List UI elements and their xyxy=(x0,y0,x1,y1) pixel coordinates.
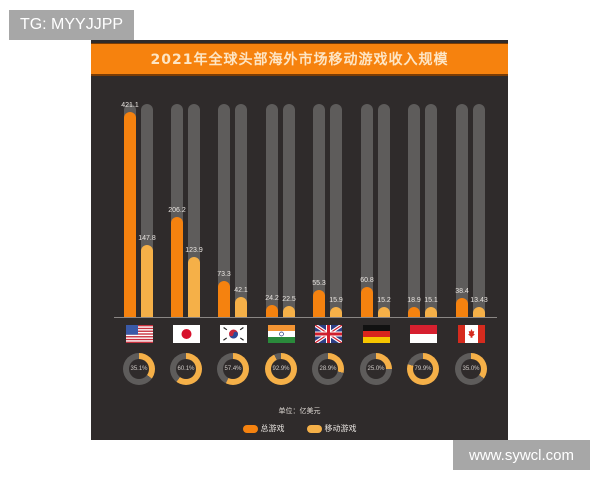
value-label-mobile-uk: 15.9 xyxy=(329,297,343,304)
legend-label-total: 总游戏 xyxy=(260,424,285,433)
value-label-mobile-indonesia: 15.1 xyxy=(424,297,438,304)
value-label-total-india: 24.2 xyxy=(265,295,279,303)
bar-track-total xyxy=(266,104,278,317)
bar-track-mobile xyxy=(473,104,485,317)
share-label-indonesia: 79.9% xyxy=(413,359,433,379)
share-donut-germany: 25.0% xyxy=(360,353,392,385)
share-donut-korea: 57.4% xyxy=(217,353,249,385)
bar-total-usa xyxy=(124,112,136,317)
value-label-mobile-japan: 123.9 xyxy=(185,246,203,254)
value-label-mobile-korea: 42.1 xyxy=(234,286,248,294)
value-label-total-uk: 55.3 xyxy=(312,280,326,288)
flag-indonesia-icon xyxy=(410,325,437,343)
value-label-total-canada: 38.4 xyxy=(455,288,469,296)
bar-total-india xyxy=(266,305,278,317)
legend-swatch-mobile xyxy=(306,424,322,433)
watermark-bottom-right: www.sywcl.com xyxy=(453,440,590,470)
bar-track-mobile xyxy=(330,104,342,317)
bar-mobile-canada xyxy=(473,307,485,317)
bar-total-uk xyxy=(313,290,325,317)
share-donut-indonesia: 79.9% xyxy=(407,353,439,385)
bar-total-japan xyxy=(171,216,183,317)
bar-total-germany xyxy=(361,287,373,317)
bar-total-indonesia xyxy=(408,307,420,317)
value-label-mobile-usa: 147.8 xyxy=(138,235,156,243)
share-label-usa: 35.1% xyxy=(129,359,149,379)
flag-germany-icon xyxy=(363,325,390,343)
share-label-uk: 28.9% xyxy=(318,359,338,379)
watermark-top-left: TG: MYYJJPP xyxy=(9,10,134,40)
bar-total-korea xyxy=(218,281,230,317)
bar-mobile-japan xyxy=(188,256,200,317)
share-label-india: 92.9% xyxy=(271,359,291,379)
legend-item-mobile: 移动游戏 xyxy=(306,423,357,434)
value-label-total-usa: 421.1 xyxy=(121,102,139,109)
bar-track-total xyxy=(408,104,420,317)
bar-mobile-uk xyxy=(330,307,342,317)
bar-total-canada xyxy=(456,298,468,317)
flag-korea-icon xyxy=(220,325,247,343)
value-label-mobile-india: 22.5 xyxy=(282,296,296,304)
bar-mobile-india xyxy=(283,306,295,317)
flag-japan-icon xyxy=(173,325,200,343)
share-label-korea: 57.4% xyxy=(223,359,243,379)
flag-uk-icon xyxy=(315,325,342,343)
flag-canada-icon xyxy=(458,325,485,343)
bar-track-mobile xyxy=(235,104,247,317)
share-donut-india: 92.9% xyxy=(265,353,297,385)
bar-track-total xyxy=(456,104,468,317)
value-label-total-japan: 206.2 xyxy=(168,206,186,214)
flag-usa-icon xyxy=(126,325,153,343)
legend-swatch-total xyxy=(242,424,258,433)
value-label-total-germany: 60.8 xyxy=(360,277,374,285)
value-label-mobile-germany: 15.2 xyxy=(377,297,391,304)
x-axis-baseline xyxy=(114,317,497,318)
bar-track-total xyxy=(361,104,373,317)
unit-label: 单位：亿美元 xyxy=(278,407,321,415)
bar-track-mobile xyxy=(425,104,437,317)
bar-mobile-korea xyxy=(235,296,247,317)
legend-label-mobile: 移动游戏 xyxy=(324,424,357,433)
bar-mobile-indonesia xyxy=(425,307,437,317)
share-label-germany: 25.0% xyxy=(366,359,386,379)
value-label-mobile-canada: 13.43 xyxy=(470,297,488,304)
bar-track-mobile xyxy=(378,104,390,317)
value-label-total-korea: 73.3 xyxy=(217,271,231,279)
share-donut-japan: 60.1% xyxy=(170,353,202,385)
bar-mobile-germany xyxy=(378,307,390,317)
share-label-japan: 60.1% xyxy=(176,359,196,379)
chart-frame: 2021年全球头部海外市场移动游戏收入规模 421.1 147.8 206.2 123… xyxy=(91,40,508,440)
bar-track-mobile xyxy=(283,104,295,317)
bar-track-total xyxy=(313,104,325,317)
chart-title: 2021年全球头部海外市场移动游戏收入规模 xyxy=(91,43,508,76)
bar-mobile-usa xyxy=(141,245,153,317)
legend: 总游戏 移动游戏 xyxy=(91,423,508,434)
value-label-total-indonesia: 18.9 xyxy=(407,297,421,304)
bar-track-total xyxy=(218,104,230,317)
flag-india-icon xyxy=(268,325,295,343)
share-donut-uk: 28.9% xyxy=(312,353,344,385)
share-label-canada: 35.0% xyxy=(461,359,481,379)
legend-item-total: 总游戏 xyxy=(242,423,285,434)
share-donut-usa: 35.1% xyxy=(123,353,155,385)
share-donut-canada: 35.0% xyxy=(455,353,487,385)
